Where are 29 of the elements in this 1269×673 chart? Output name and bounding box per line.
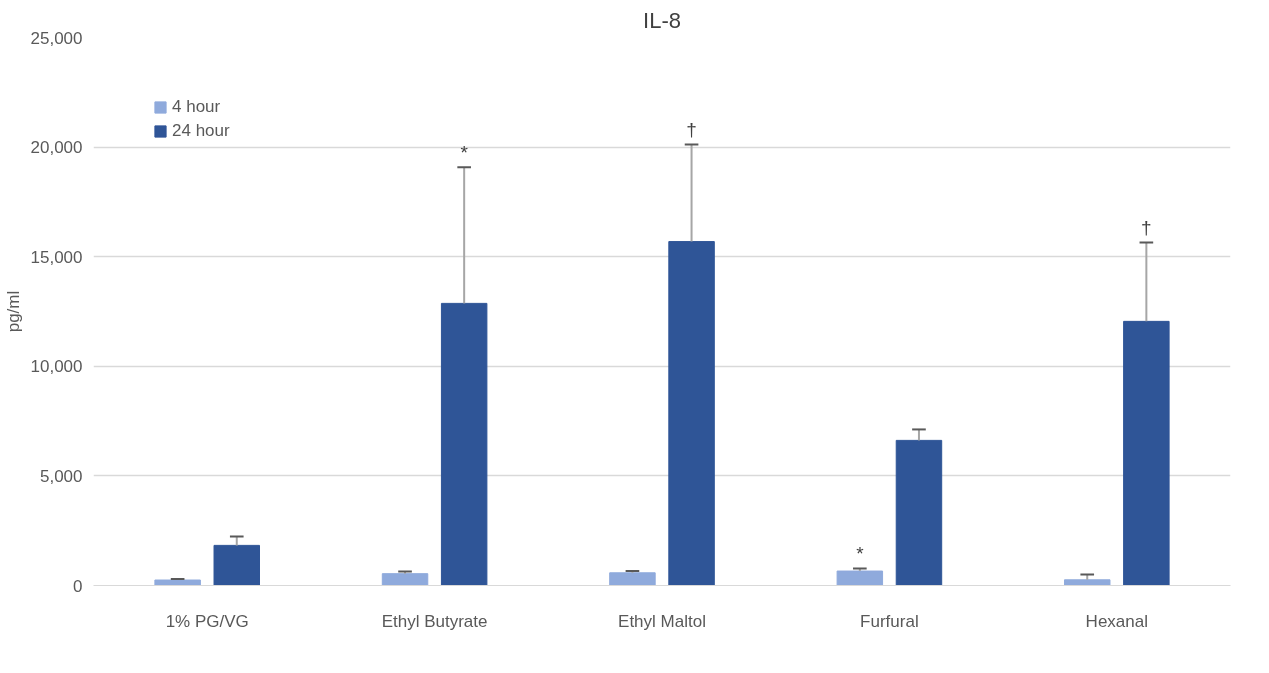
annotation: * [856, 543, 865, 565]
bar [836, 570, 884, 586]
x-tick-label: 1% PG/VG [165, 611, 249, 631]
bar [1123, 320, 1170, 586]
y-tick-label: 15,000 [30, 247, 83, 267]
bar [1064, 579, 1111, 586]
x-tick-label: Ethyl Maltol [618, 611, 706, 631]
annotation: † [1141, 217, 1152, 239]
y-tick-label: 5,000 [39, 466, 83, 486]
bar [668, 241, 715, 586]
bar [154, 579, 201, 586]
bar [381, 573, 429, 586]
bar [895, 439, 943, 586]
x-tick-label: Furfural [860, 611, 919, 631]
y-tick-label: 25,000 [30, 28, 83, 48]
legend-label: 24 hour [172, 121, 230, 141]
y-tick-label: 10,000 [30, 357, 83, 377]
bar [440, 302, 488, 586]
y-tick-label: 20,000 [30, 138, 83, 158]
y-axis-title: pg/ml [3, 290, 23, 333]
annotation: † [686, 119, 697, 141]
y-tick-label: 0 [73, 576, 83, 596]
x-tick-label: Ethyl Butyrate [381, 611, 488, 631]
bar [213, 544, 260, 586]
bar [609, 572, 656, 586]
annotation: * [460, 142, 469, 164]
legend-label: 4 hour [172, 97, 221, 117]
chart-title: IL-8 [643, 7, 681, 33]
x-tick-label: Hexanal [1085, 611, 1148, 631]
